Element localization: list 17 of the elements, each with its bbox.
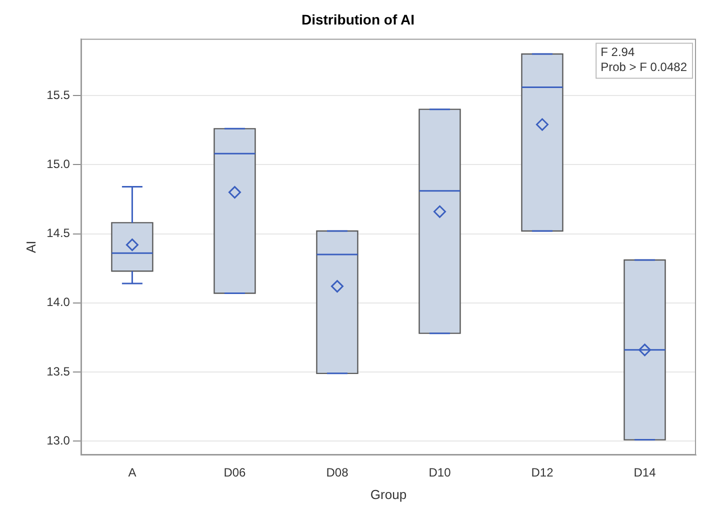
chart-title: Distribution of AI — [301, 11, 415, 28]
x-tick-label: D10 — [428, 466, 452, 480]
y-tick-label: 13.5 — [46, 364, 70, 378]
y-tick-label: 13.0 — [46, 433, 70, 448]
y-tick-label: 15.5 — [46, 88, 70, 102]
annotation: Prob > F 0.0482 — [600, 60, 688, 74]
y-tick-label: 14.5 — [46, 226, 70, 240]
x-axis-title: Group — [370, 486, 407, 502]
x-tick-label: D12 — [531, 466, 554, 480]
y-axis-title: AI — [23, 240, 38, 254]
y-tick-label: 15.0 — [46, 156, 70, 171]
annotation: F 2.94 — [600, 45, 635, 60]
x-tick-label: D14 — [634, 466, 656, 480]
x-tick-label: D08 — [326, 466, 349, 480]
y-tick-label: 14.0 — [46, 295, 70, 310]
x-tick-label: D06 — [224, 466, 246, 480]
x-tick-label: A — [128, 466, 136, 480]
